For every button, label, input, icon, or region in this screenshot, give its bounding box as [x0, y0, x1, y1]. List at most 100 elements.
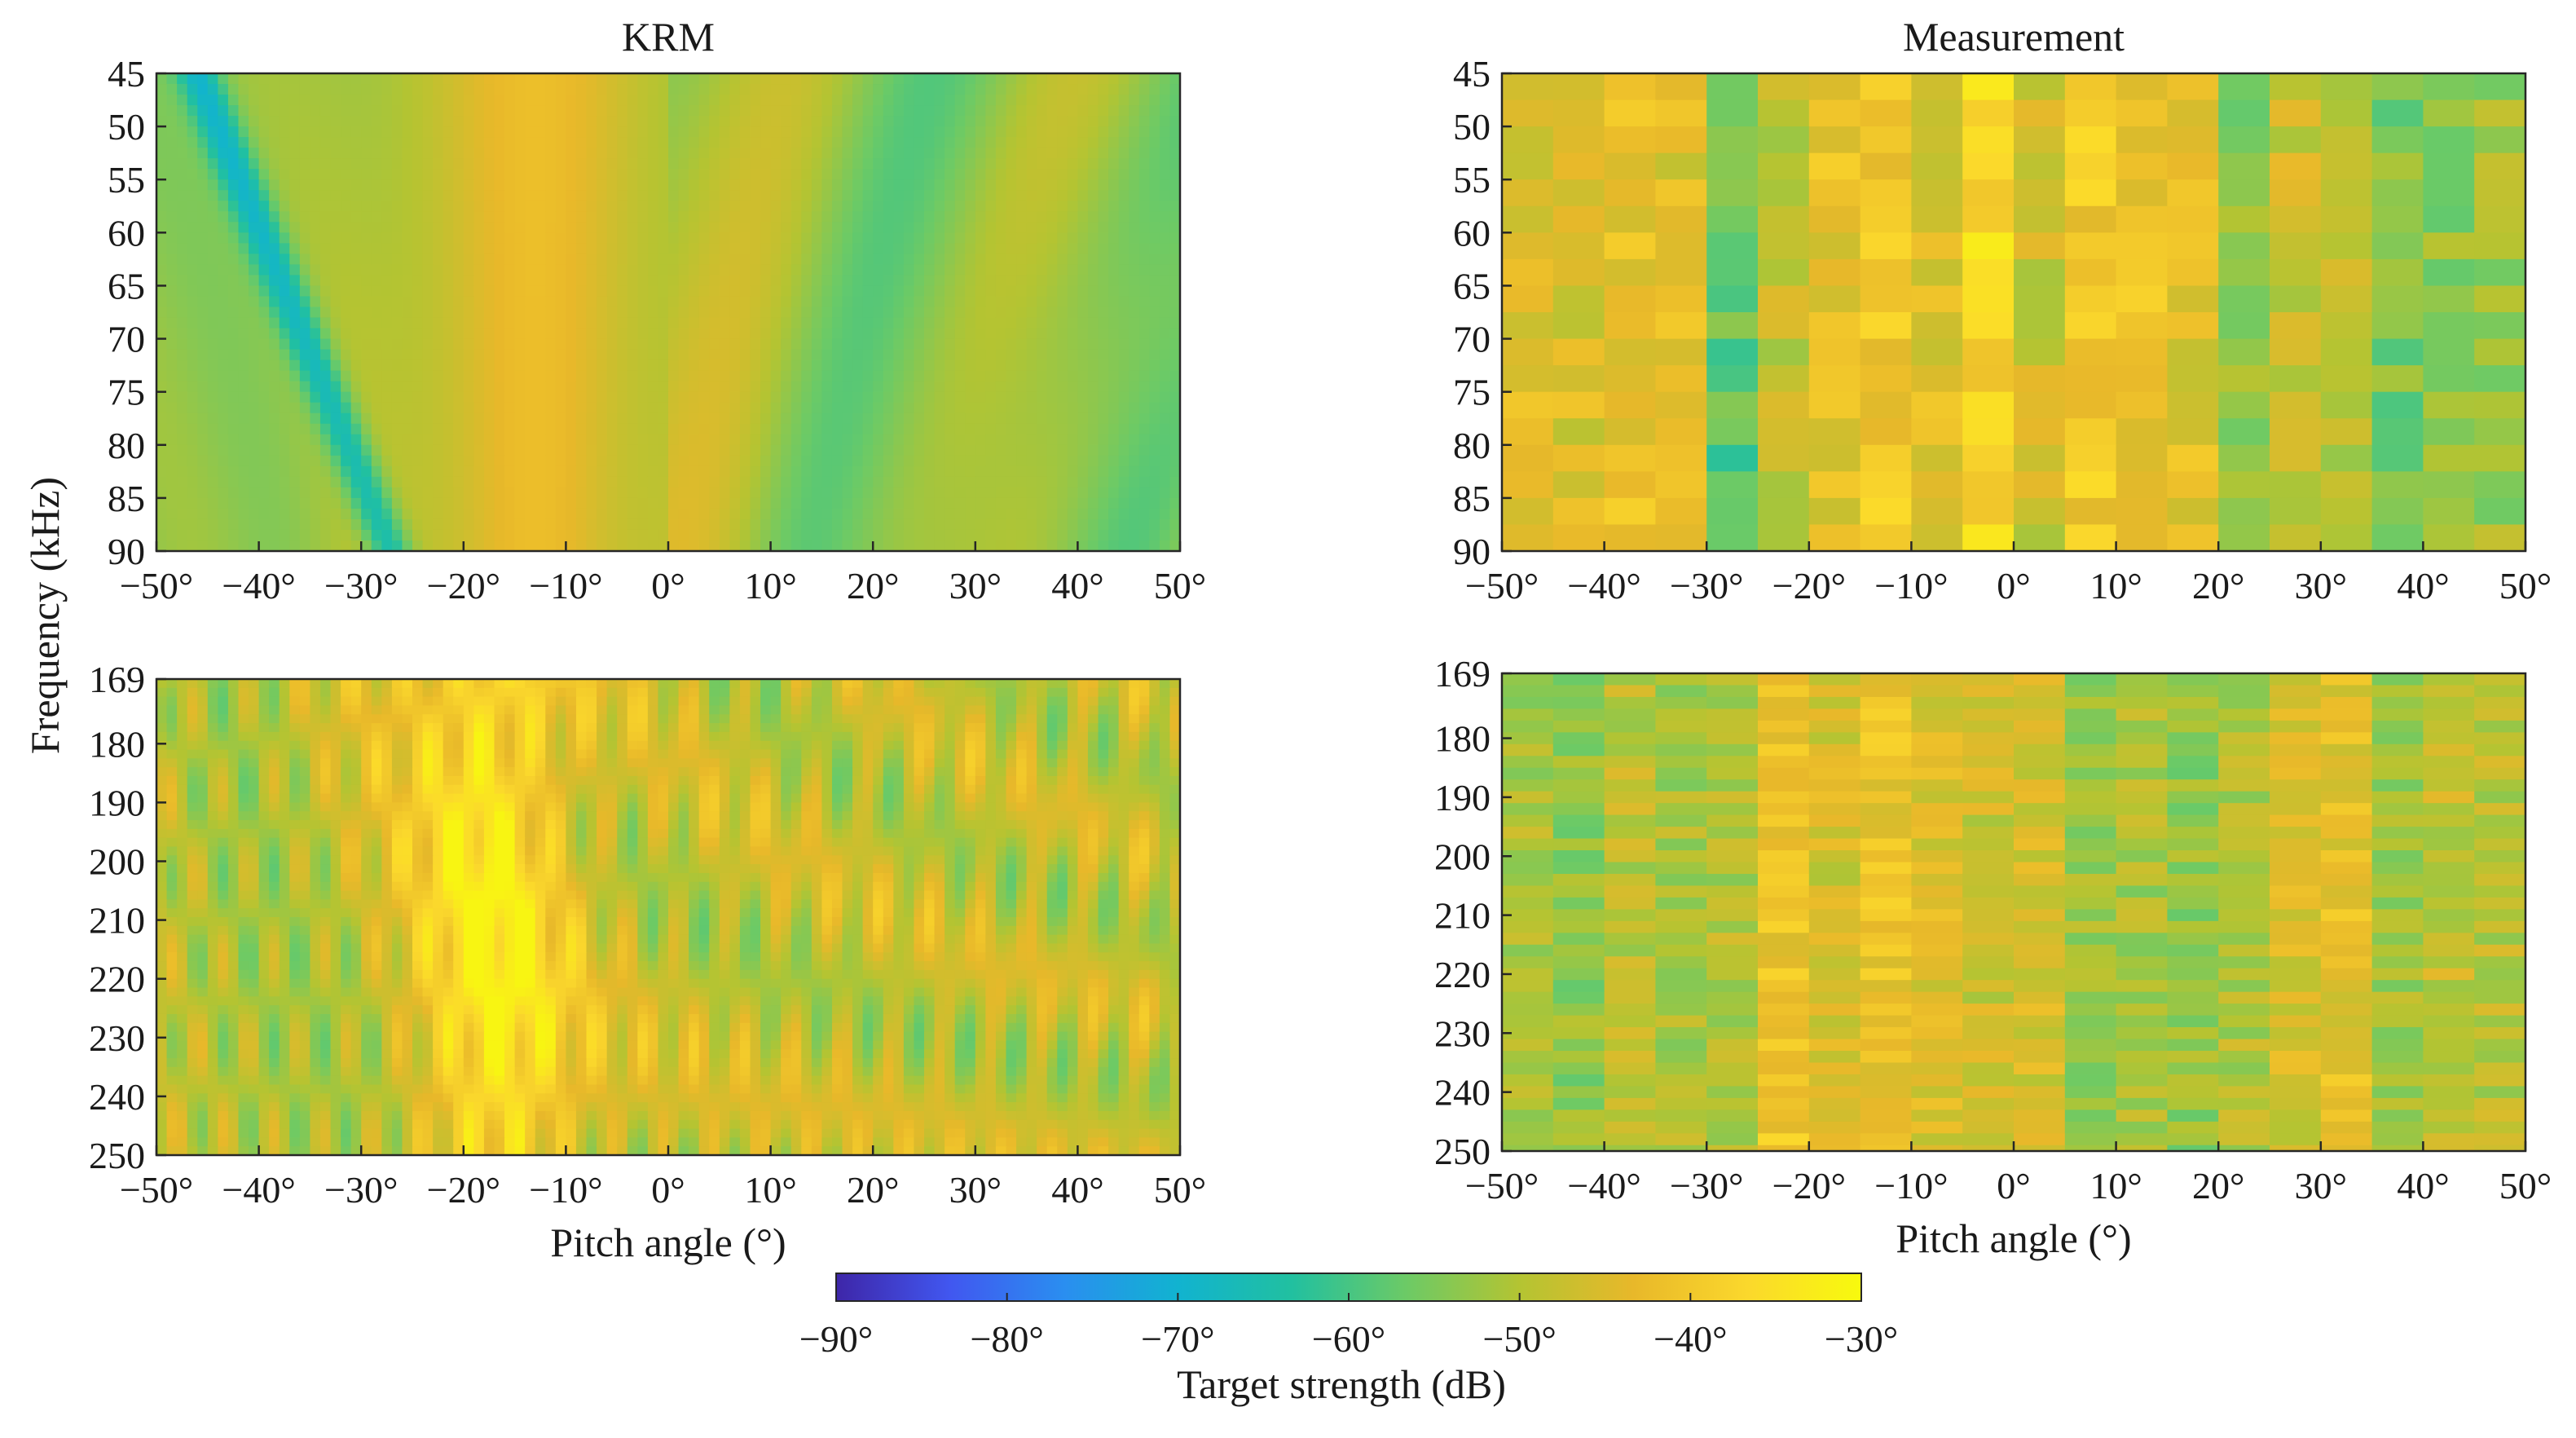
heatmap-cell: [995, 360, 1007, 372]
heatmap-cell: [1016, 518, 1028, 531]
heatmap-cell: [453, 222, 465, 233]
heatmap-cell: [1026, 455, 1037, 467]
heatmap-cell: [1129, 275, 1140, 287]
heatmap-cell: [443, 148, 454, 159]
heatmap-cell: [678, 349, 689, 361]
heatmap-cell: [402, 328, 413, 340]
heatmap-cell: [739, 73, 751, 85]
heatmap-cell: [1006, 285, 1017, 298]
heatmap-cell: [893, 338, 905, 351]
heatmap-cell: [2014, 391, 2066, 419]
heatmap-cell: [1067, 243, 1078, 254]
heatmap-cell: [341, 285, 352, 298]
heatmap-cell: [770, 190, 782, 201]
heatmap-cell: [545, 317, 557, 329]
heatmap-cell: [350, 540, 362, 552]
heatmap-cell: [647, 338, 659, 351]
heatmap-cell: [658, 84, 669, 95]
heatmap-cell: [575, 349, 588, 361]
x-tick-label: 0°: [651, 565, 685, 607]
heatmap-cell: [760, 296, 772, 308]
heatmap-cell: [319, 508, 332, 520]
heatmap-cell: [412, 497, 424, 509]
heatmap-cell: [2423, 179, 2475, 207]
heatmap-cell: [433, 423, 444, 435]
heatmap-cell: [1006, 402, 1017, 414]
heatmap-cell: [187, 497, 198, 509]
heatmap-cell: [965, 434, 976, 446]
heatmap-cell: [985, 264, 997, 276]
heatmap-cell: [627, 307, 638, 319]
heatmap-cell: [402, 105, 413, 117]
heatmap-cell: [709, 84, 720, 95]
heatmap-cell: [637, 317, 649, 329]
heatmap-cell: [606, 338, 618, 351]
heatmap-cell: [1159, 360, 1171, 372]
heatmap-cell: [422, 275, 434, 287]
heatmap-cell: [412, 434, 424, 446]
heatmap-cell: [934, 540, 945, 552]
heatmap-cell: [1037, 105, 1048, 117]
heatmap-cell: [1046, 296, 1058, 308]
heatmap-cell: [1067, 349, 1078, 361]
heatmap-cell: [433, 158, 444, 170]
heatmap-cell: [238, 137, 249, 148]
heatmap-cell: [1118, 317, 1129, 329]
heatmap-cell: [299, 465, 310, 478]
heatmap-cell: [555, 370, 566, 382]
heatmap-cell: [494, 211, 505, 223]
heatmap-cell: [249, 307, 260, 319]
heatmap-cell: [330, 95, 341, 106]
heatmap-cell: [1037, 84, 1048, 95]
heatmap-cell: [658, 328, 669, 340]
heatmap-cell: [227, 434, 240, 446]
heatmap-cell: [1067, 412, 1078, 425]
heatmap-cell: [545, 391, 557, 404]
heatmap-cell: [606, 73, 618, 85]
heatmap-cell: [218, 317, 229, 329]
heatmap-cell: [1087, 73, 1099, 85]
heatmap-cell: [227, 307, 240, 319]
heatmap-cell: [1057, 275, 1068, 287]
heatmap-cell: [1067, 275, 1078, 287]
heatmap-cell: [719, 190, 730, 201]
heatmap-cell: [555, 317, 566, 329]
heatmap-cell: [1108, 328, 1120, 340]
heatmap-cell: [1502, 312, 1554, 340]
heatmap-cell: [371, 95, 382, 106]
heatmap-cell: [627, 349, 638, 361]
heatmap-cell: [893, 497, 905, 509]
heatmap-cell: [402, 232, 413, 244]
heatmap-cell: [811, 158, 822, 170]
heatmap-cell: [1098, 222, 1109, 233]
heatmap-cell: [371, 487, 382, 499]
heatmap-cell: [463, 116, 474, 127]
heatmap-cell: [965, 275, 976, 287]
heatmap-cell: [381, 360, 393, 372]
heatmap-cell: [678, 158, 689, 170]
heatmap-cell: [698, 201, 710, 212]
heatmap-cell: [1159, 476, 1171, 488]
heatmap-cell: [545, 95, 557, 106]
heatmap-cell: [1046, 264, 1058, 276]
heatmap-cell: [166, 211, 178, 223]
heatmap-cell: [862, 391, 874, 404]
heatmap-cell: [463, 211, 474, 223]
heatmap-cell: [842, 338, 853, 351]
heatmap-cell: [514, 455, 526, 467]
heatmap-cell: [1037, 444, 1048, 457]
heatmap-cell: [341, 391, 352, 404]
heatmap-cell: [995, 275, 1007, 287]
heatmap-cell: [627, 158, 638, 170]
heatmap-cell: [1552, 338, 1605, 366]
heatmap-cell: [545, 307, 557, 319]
heatmap-cell: [954, 137, 966, 148]
heatmap-cell: [1108, 455, 1120, 467]
heatmap-cell: [719, 169, 730, 180]
heatmap-cell: [1057, 444, 1068, 457]
heatmap-cell: [586, 540, 597, 552]
heatmap-cell: [1026, 444, 1037, 457]
heatmap-cell: [391, 201, 403, 212]
heatmap-cell: [1067, 148, 1078, 159]
